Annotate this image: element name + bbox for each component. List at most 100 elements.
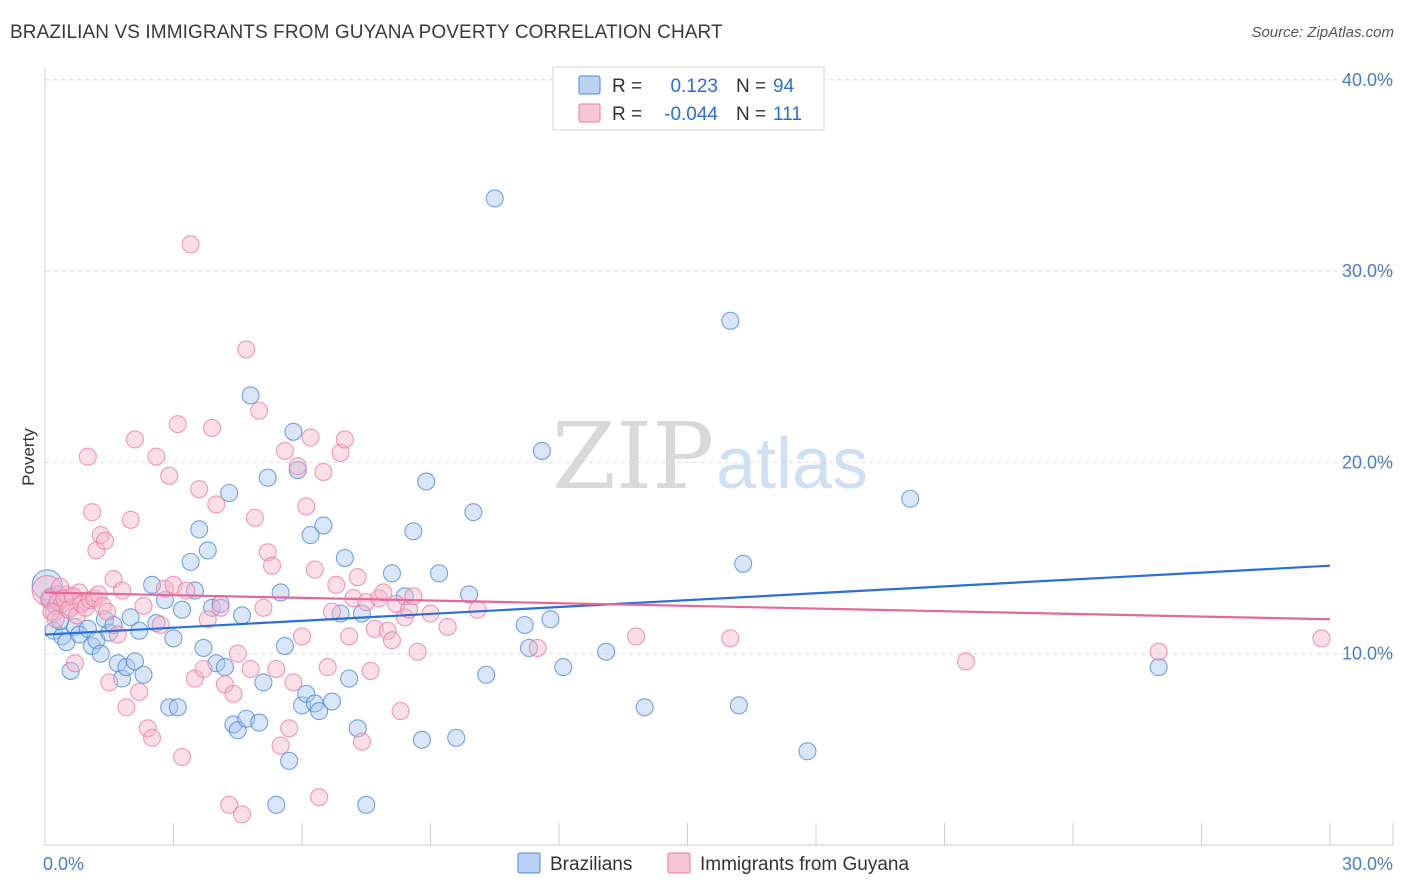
brazilians-point [382,564,402,583]
guyana-point [147,447,166,466]
legend-bottom-swatch-blue [517,852,541,874]
guyana-point [721,629,740,648]
brazilians-point [729,696,748,715]
legend-bottom: Brazilians Immigrants from Guyana [517,852,909,875]
brazilians-point [412,730,431,749]
guyana-point [130,682,149,702]
guyana-point [250,401,269,420]
guyana-point [331,443,350,462]
brazilians-point [417,472,436,491]
brazilians-point [181,552,200,571]
guyana-point [151,615,170,635]
watermark-atlas: atlas [716,424,868,504]
guyana-point [108,625,127,644]
legend-r-label-blue: R = [612,76,642,97]
guyana-point [138,719,157,738]
guyana-point [335,430,354,449]
legend-swatch-pink [578,103,601,123]
guyana-point [275,441,294,460]
guyana-point [528,638,547,658]
guyana-point [327,575,346,594]
brazilians-point [532,441,551,460]
guyana-point [100,673,119,692]
brazilians-point [121,608,140,627]
legend-n-value-pink: 111 [773,104,802,125]
legend-bottom-label-blue: Brazilians [550,854,632,875]
brazilians-point [541,610,560,629]
brazilians-point [232,606,252,625]
guyana-point [207,495,226,514]
legend-r-value-pink: -0.044 [664,104,718,125]
guyana-point [203,418,222,438]
y-tick-label: 20.0% [1342,452,1393,472]
brazilians-point [404,522,423,541]
brazilians-point [459,585,479,604]
guyana-point [220,795,239,814]
brazilians-point [134,665,153,684]
brazilians-point [198,541,217,560]
guyana-point [258,543,277,562]
guyana-point [237,340,256,359]
guyana-point [382,631,402,650]
brazilians-point [485,189,504,208]
guyana-point [280,719,299,738]
guyana-point [98,602,117,621]
guyana-point [31,575,63,607]
brazilians-point [515,615,534,635]
guyana-point [241,659,260,679]
brazilians-point [241,386,260,405]
legend-bottom-label-pink: Immigrants from Guyana [700,854,909,875]
guyana-point [956,652,975,671]
guyana-point [310,788,329,807]
guyana-point [134,596,153,615]
brazilians-point [275,636,294,656]
brazilians-point [258,468,277,487]
brazilians-point [477,665,496,684]
brazilians-point [1149,658,1168,677]
brazilians-point [314,516,333,535]
brazilians-point [168,698,187,717]
x-tick-label: 0.0% [43,854,84,874]
guyana-point [288,457,307,476]
brazilians-point [348,719,367,738]
brazilians-point [173,600,192,619]
trend-lines [44,564,1331,636]
brazilians-point [340,669,359,688]
guyana-point [301,428,320,447]
brazilians-point [220,483,239,503]
guyana-point [391,702,410,721]
guyana-point [1149,642,1168,661]
brazilians-point [335,548,354,568]
series-guyana-points [31,235,1331,824]
brazilians-point [597,642,616,661]
brazilians-point [215,658,234,677]
legend-top: R = 0.123 N = 94 R = -0.044 N = 111 [552,66,825,131]
brazilians-point [447,728,466,747]
brazilians-point [164,629,183,648]
guyana-point [284,673,303,692]
brazilians-point [357,795,376,814]
y-tick-label: 10.0% [1342,644,1393,664]
guyana-point [181,235,200,254]
guyana-point [297,497,316,516]
brazilians-trend-line [44,564,1331,636]
guyana-point [113,581,132,600]
brazilians-point [322,692,342,711]
guyana-point [438,617,457,636]
brazilians-point [721,311,740,330]
brazilians-point [288,461,307,480]
legend-n-label-blue: N = [736,76,766,97]
brazilians-point [635,698,654,717]
guyana-point [143,728,162,747]
chart-title: BRAZILIAN VS IMMIGRANTS FROM GUYANA POVE… [10,22,723,43]
brazilians-point [280,751,299,770]
guyana-point [1312,629,1331,648]
guyana-point [262,556,282,575]
guyana-point [95,531,115,550]
guyana-point [408,642,427,661]
guyana-point [378,621,397,640]
brazilians-point [301,526,320,545]
guyana-point [173,747,192,767]
brazilians-point [267,795,286,814]
